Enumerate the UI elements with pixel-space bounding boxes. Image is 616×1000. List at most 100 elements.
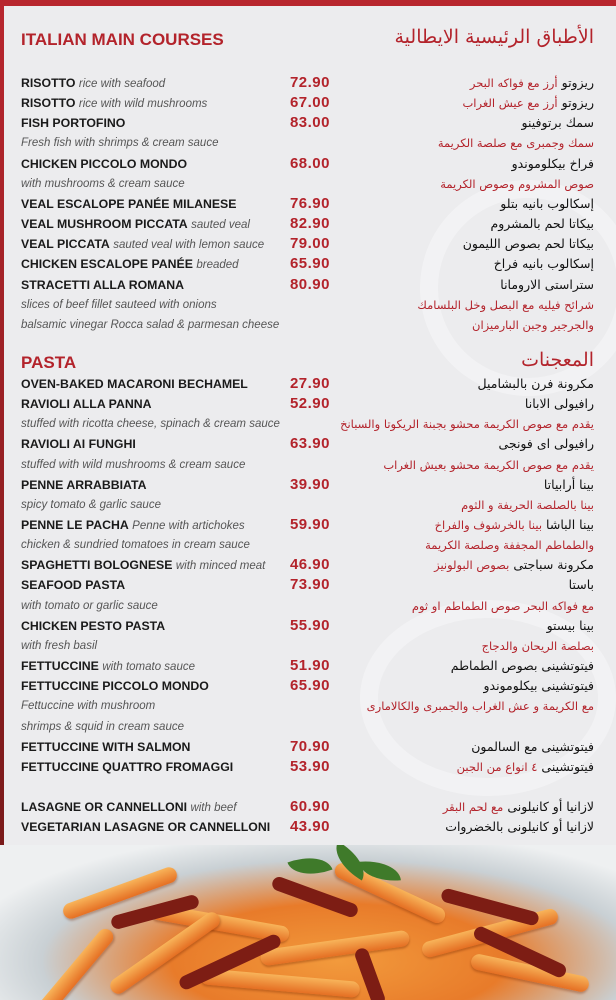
item-name: PENNE LE PACHA <box>21 518 129 532</box>
description-arabic: يقدم مع صوص الكريمة محشو بعيش الغراب <box>383 458 594 472</box>
item-name-english: LASAGNE OR CANNELLONI with beef <box>21 797 236 818</box>
item-name-arabic: إسكالوب بانيه بتلو <box>500 194 594 214</box>
left-border <box>0 0 4 845</box>
arabic-name: بيكاتا لحم بالمشروم <box>490 216 594 231</box>
menu-item: FETTUCCINE WITH SALMON 70.90 فيتوتشينى مع … <box>0 737 616 757</box>
item-name-english: VEGETARIAN LASAGNE OR CANNELLONI <box>21 817 270 837</box>
item-name: SPAGHETTI BOLOGNESE <box>21 558 173 572</box>
menu-item: SEAFOOD PASTA 73.90 باستا <box>0 575 616 595</box>
item-price: 67.00 <box>289 94 330 111</box>
menu-item: STRACETTI ALLA ROMANA 80.90 ستراستى الاروم… <box>0 275 616 295</box>
item-price: 43.90 <box>289 818 330 835</box>
arabic-name: بينا الباشا <box>546 517 594 532</box>
item-name: CHICKEN PESTO PASTA <box>21 619 166 633</box>
description-english: with fresh basil <box>21 640 98 652</box>
item-name-arabic: بينا بيستو <box>547 616 594 636</box>
item-name-english: FETTUCCINE with tomato sauce <box>21 656 195 677</box>
item-name-arabic: مكرونة سباجتى بصوص البولونيز <box>434 555 594 575</box>
arabic-description: أرز مع فواكه البحر <box>469 76 558 90</box>
item-price: 52.90 <box>289 395 330 412</box>
penne-pasta <box>33 925 117 1000</box>
arabic-name: باستا <box>568 577 594 592</box>
item-name: FETTUCCINE <box>21 659 99 673</box>
item-name-arabic: باستا <box>569 575 594 595</box>
description-english: stuffed with ricotta cheese, spinach & c… <box>21 418 280 430</box>
arabic-name: فيتوتشينى بيكلوموندو <box>483 678 594 693</box>
arabic-name: ستراستى الارومانا <box>500 277 594 292</box>
description-arabic: والطماطم المجففة وصلصة الكريمة <box>425 538 594 552</box>
item-description-row: stuffed with ricotta cheese, spinach & c… <box>0 414 616 434</box>
arabic-name: إسكالوب بانيه فراخ <box>493 256 594 271</box>
item-name: LASAGNE OR CANNELLONI <box>21 800 188 814</box>
item-name-english: PENNE LE PACHA Penne with artichokes <box>21 515 245 536</box>
item-name-english: FETTUCCINE PICCOLO MONDO <box>21 676 209 696</box>
arabic-name: فيتوتشينى بصوص الطماطم <box>450 658 594 673</box>
description-arabic: سمك وجمبرى مع صلصة الكريمة <box>437 136 594 150</box>
menu-item: SPAGHETTI BOLOGNESE with minced meat 46.9… <box>0 555 616 575</box>
arabic-name: إسكالوب بانيه بتلو <box>500 196 594 211</box>
item-name-english: VEAL PICCATA sauted veal with lemon sauc… <box>21 234 264 255</box>
item-name-english: CHICKEN PICCOLO MONDO <box>21 154 187 174</box>
description-arabic: مع فواكه البحر صوص الطماطم او ثوم <box>411 599 594 613</box>
description-english: Fresh fish with shrimps & cream sauce <box>21 137 219 149</box>
description-english: Fettuccine with mushroom <box>21 700 156 712</box>
arabic-name: ريزوتو <box>561 75 594 90</box>
item-name-arabic: مكرونة فرن بالبشاميل <box>478 374 594 394</box>
item-price: 59.90 <box>289 516 330 533</box>
arabic-name: بينا أرابياتا <box>543 477 594 492</box>
item-name-arabic: بيكاتا لحم بالمشروم <box>490 214 594 234</box>
item-description: breaded <box>196 259 239 271</box>
item-description: rice with seafood <box>78 78 166 90</box>
arabic-name: مكرونة فرن بالبشاميل <box>477 376 594 391</box>
item-description: with minced meat <box>175 560 266 572</box>
description-arabic: مع الكريمة و عش الغراب والجمبرى والكالام… <box>366 699 594 713</box>
menu-item: CHICKEN PICCOLO MONDO 68.00 فراخ بيكلوموند… <box>0 154 616 174</box>
item-name-english: RISOTTO rice with wild mushrooms <box>21 93 207 114</box>
description-arabic: والجرجير وجبن البارميزان <box>472 318 594 332</box>
menu-page: ITALIAN MAIN COURSES الأطباق الرئيسية الا… <box>0 26 616 837</box>
arabic-name: فيتوتشينى <box>541 759 594 774</box>
item-description-row: with mushrooms & cream sauce صوص المشروم … <box>0 174 616 194</box>
description-english: chicken & sundried tomatoes in cream sau… <box>21 539 250 551</box>
arabic-description: ٤ انواع من الجبن <box>456 760 538 774</box>
item-name-english: STRACETTI ALLA ROMANA <box>21 275 184 295</box>
section-title-arabic: المعجنات <box>521 349 594 371</box>
item-description: sauted veal <box>191 219 250 231</box>
sundried-tomato <box>439 887 541 927</box>
arabic-name: مكرونة سباجتى <box>513 557 594 572</box>
item-name-english: FISH PORTOFINO <box>21 113 125 133</box>
description-arabic: يقدم مع صوص الكريمة محشو بجبنة الريكوتا … <box>340 417 594 431</box>
item-name-arabic: فيتوتشينى بصوص الطماطم <box>451 656 594 676</box>
item-name-arabic: بيكاتا لحم بصوص الليمون <box>463 234 594 254</box>
item-name: RAVIOLI ALLA PANNA <box>21 397 152 411</box>
item-name-arabic: بينا أرابياتا <box>544 475 594 495</box>
menu-item: VEAL MUSHROOM PICCATA sauted veal 82.90 بي… <box>0 214 616 234</box>
section-title-arabic: الأطباق الرئيسية الايطالية <box>394 26 594 48</box>
item-price: 70.90 <box>289 738 330 755</box>
menu-item: RAVIOLI AI FUNGHI 63.90 رافيولى اى فونجى <box>0 434 616 454</box>
item-name: OVEN-BAKED MACARONI BECHAMEL <box>21 377 248 391</box>
top-border <box>0 0 616 6</box>
item-name-arabic: سمك برتوفينو <box>522 113 595 133</box>
arabic-description: بصوص البولونيز <box>434 558 510 572</box>
item-description: Penne with artichokes <box>132 520 245 532</box>
arabic-name: فيتوتشينى مع السالمون <box>471 739 594 754</box>
item-name-arabic: لازانيا أو كانيلونى مع لحم البقر <box>443 797 594 817</box>
description-english: slices of beef fillet sauteed with onion… <box>21 299 217 311</box>
item-name: VEAL ESCALOPE PANÉE MILANESE <box>21 197 237 211</box>
item-name-english: RAVIOLI ALLA PANNA <box>21 394 151 414</box>
item-name: VEGETARIAN LASAGNE OR CANNELLONI <box>21 820 271 834</box>
item-name: FISH PORTOFINO <box>21 116 126 130</box>
item-name-english: SEAFOOD PASTA <box>21 575 125 595</box>
item-name-english: RISOTTO rice with seafood <box>21 73 165 94</box>
arabic-description: أرز مع عيش الغراب <box>462 96 558 110</box>
menu-item: CHICKEN ESCALOPE PANÉE breaded 65.90 إسكال… <box>0 254 616 274</box>
item-name-english: CHICKEN ESCALOPE PANÉE breaded <box>21 254 239 275</box>
item-price: 65.90 <box>289 255 330 272</box>
section-title: ITALIAN MAIN COURSES <box>21 30 224 49</box>
description-arabic: شرائح فيليه مع البصل وخل البلسامك <box>417 298 594 312</box>
item-name: FETTUCCINE WITH SALMON <box>21 740 191 754</box>
item-description-row: spicy tomato & garlic sauce بينا بالصلصة … <box>0 495 616 515</box>
menu-item: PENNE LE PACHA Penne with artichokes 59.9… <box>0 515 616 535</box>
item-name-english: VEAL MUSHROOM PICCATA sauted veal <box>21 214 250 235</box>
